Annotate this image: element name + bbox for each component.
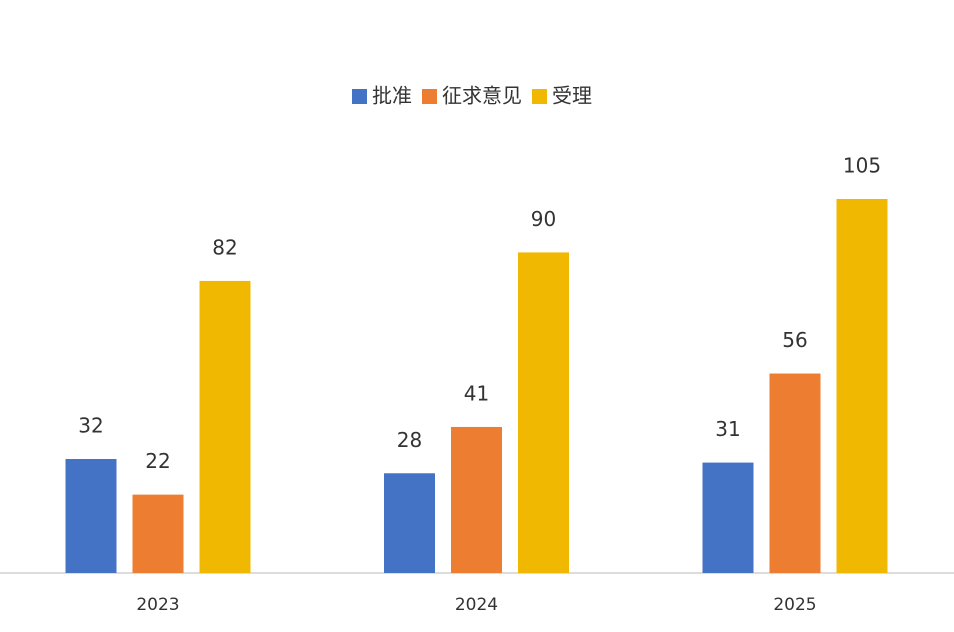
bar bbox=[702, 462, 754, 573]
x-tick-label: 2024 bbox=[455, 595, 498, 615]
bar bbox=[769, 373, 821, 573]
bar bbox=[65, 459, 117, 573]
legend-swatch bbox=[352, 89, 367, 104]
bar bbox=[451, 426, 502, 573]
bar bbox=[199, 280, 251, 573]
legend-label: 征求意见 bbox=[442, 84, 522, 108]
data-label: 32 bbox=[78, 414, 103, 438]
data-label: 82 bbox=[212, 235, 237, 259]
legend-swatch bbox=[422, 89, 437, 104]
data-label: 31 bbox=[715, 417, 740, 441]
data-label: 28 bbox=[397, 428, 422, 452]
bar bbox=[132, 494, 184, 573]
legend-label: 批准 bbox=[372, 84, 412, 108]
data-label: 105 bbox=[843, 154, 881, 178]
bar bbox=[836, 199, 888, 573]
data-label: 22 bbox=[145, 449, 170, 473]
data-label: 56 bbox=[782, 328, 807, 352]
legend-label: 受理 bbox=[552, 84, 592, 108]
x-tick-label: 2025 bbox=[773, 595, 816, 615]
data-label: 90 bbox=[531, 207, 556, 231]
x-tick-label: 2023 bbox=[136, 595, 179, 615]
bar bbox=[518, 252, 569, 573]
legend-swatch bbox=[532, 89, 547, 104]
bar bbox=[384, 473, 435, 573]
data-label: 41 bbox=[464, 381, 489, 405]
